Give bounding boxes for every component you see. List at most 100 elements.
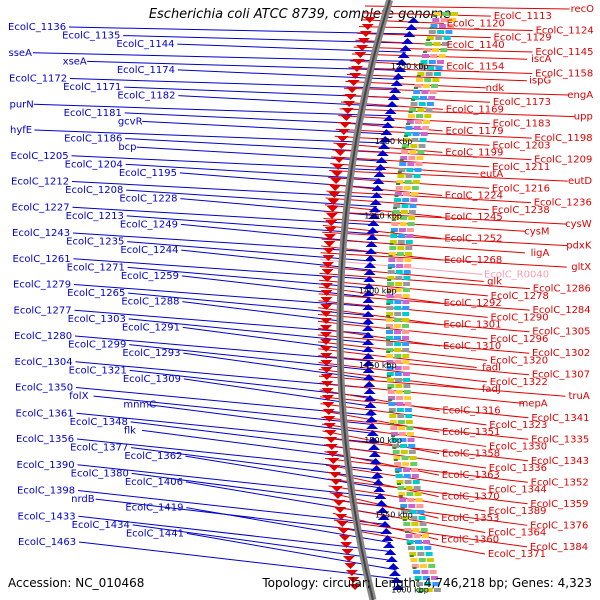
feature-block xyxy=(411,186,419,190)
feature-block xyxy=(403,282,411,286)
feature-block xyxy=(425,42,433,46)
leader-line-right xyxy=(318,293,530,311)
gene-label-right: ligA xyxy=(531,248,550,259)
reverse-gene-marker xyxy=(365,248,378,254)
reverse-gene-marker xyxy=(380,129,393,135)
reverse-gene-marker xyxy=(369,458,382,464)
gene-label-right: EcolC_1384 xyxy=(530,542,588,553)
tick-mark xyxy=(433,15,438,17)
gene-label-right: EcolC_1211 xyxy=(492,162,550,173)
tick-mark xyxy=(392,447,397,449)
reverse-gene-marker xyxy=(362,346,375,352)
feature-block xyxy=(404,252,412,256)
feature-block xyxy=(410,198,418,202)
feature-block xyxy=(388,402,396,406)
leader-line-left xyxy=(73,258,372,280)
feature-block xyxy=(440,18,448,22)
tick-mark xyxy=(386,375,391,377)
feature-block xyxy=(420,564,427,568)
forward-gene-marker xyxy=(344,563,357,569)
feature-block xyxy=(386,324,393,328)
feature-block xyxy=(406,120,414,124)
gene-label-right: EcolC_1224 xyxy=(445,190,503,201)
feature-block xyxy=(405,534,413,538)
tick-mark xyxy=(418,591,423,593)
gene-label-right: recO xyxy=(571,4,595,15)
feature-block xyxy=(416,78,423,82)
reverse-gene-marker xyxy=(382,542,395,548)
leader-line-right xyxy=(327,183,442,196)
forward-gene-marker xyxy=(327,458,340,464)
forward-gene-marker xyxy=(350,66,363,72)
feature-block xyxy=(390,432,398,436)
feature-block xyxy=(431,84,438,88)
feature-block xyxy=(392,450,400,454)
feature-block xyxy=(420,132,428,136)
tick-mark xyxy=(398,495,403,497)
feature-block xyxy=(403,522,411,526)
forward-gene-marker xyxy=(352,59,365,65)
feature-block xyxy=(438,24,446,28)
gene-label-right: EcolC_1320 xyxy=(490,355,548,366)
gene-label-left: EcolC_1136 xyxy=(8,22,66,33)
leader-line-left xyxy=(77,490,388,525)
tick-mark xyxy=(401,147,406,149)
gene-label-left: EcolC_1244 xyxy=(120,245,178,256)
feature-block xyxy=(407,222,415,226)
feature-block xyxy=(440,48,448,52)
gene-label-right: fadI xyxy=(482,363,501,374)
feature-block xyxy=(386,354,394,358)
leader-line-left xyxy=(125,163,381,180)
forward-gene-marker xyxy=(320,325,333,331)
forward-gene-marker xyxy=(322,402,335,408)
tick-mark xyxy=(396,183,401,185)
feature-block xyxy=(442,42,449,46)
feature-block xyxy=(398,168,406,172)
leader-line-right xyxy=(318,355,530,376)
gene-label-right: EcolC_1322 xyxy=(490,377,548,388)
feature-block xyxy=(405,420,413,424)
feature-block xyxy=(413,570,421,574)
gene-label-left: EcolC_1249 xyxy=(120,219,178,230)
forward-gene-marker xyxy=(325,437,338,443)
tick-mark xyxy=(406,123,411,125)
gene-label-right: cysM xyxy=(524,226,549,237)
gene-label-left: EcolC_1186 xyxy=(64,134,122,145)
feature-block xyxy=(396,480,404,484)
leader-line-right xyxy=(318,375,566,397)
feature-block xyxy=(392,210,400,214)
feature-block xyxy=(409,510,417,514)
feature-block xyxy=(394,300,402,304)
forward-gene-marker xyxy=(357,38,370,44)
feature-block xyxy=(418,558,426,562)
feature-block xyxy=(424,114,432,118)
feature-block xyxy=(403,276,411,280)
forward-gene-marker xyxy=(320,332,333,338)
gene-label-right: EcolC_1351 xyxy=(442,427,500,438)
feature-block xyxy=(421,534,429,538)
feature-block xyxy=(401,510,409,514)
forward-gene-marker xyxy=(337,528,350,534)
reverse-gene-marker xyxy=(371,472,384,478)
feature-block xyxy=(402,300,410,304)
gene-label-left: nrdB xyxy=(71,494,95,505)
feature-block xyxy=(434,12,442,16)
tick-mark xyxy=(413,87,418,89)
reverse-gene-marker xyxy=(363,381,376,387)
feature-block xyxy=(417,552,425,556)
feature-block xyxy=(402,372,410,376)
forward-gene-marker xyxy=(356,45,369,51)
feature-block xyxy=(422,576,430,580)
feature-block xyxy=(402,354,410,358)
forward-gene-marker xyxy=(328,192,341,198)
gene-label-left: EcolC_1279 xyxy=(13,280,71,291)
feature-block xyxy=(450,12,458,16)
feature-block xyxy=(403,378,411,382)
reverse-gene-marker xyxy=(363,269,376,275)
gene-label-right: EcolC_1370 xyxy=(441,492,499,503)
feature-block xyxy=(398,228,406,232)
feature-block xyxy=(386,306,394,310)
feature-block xyxy=(409,108,417,112)
feature-block xyxy=(403,384,411,388)
reverse-gene-marker xyxy=(392,73,405,79)
